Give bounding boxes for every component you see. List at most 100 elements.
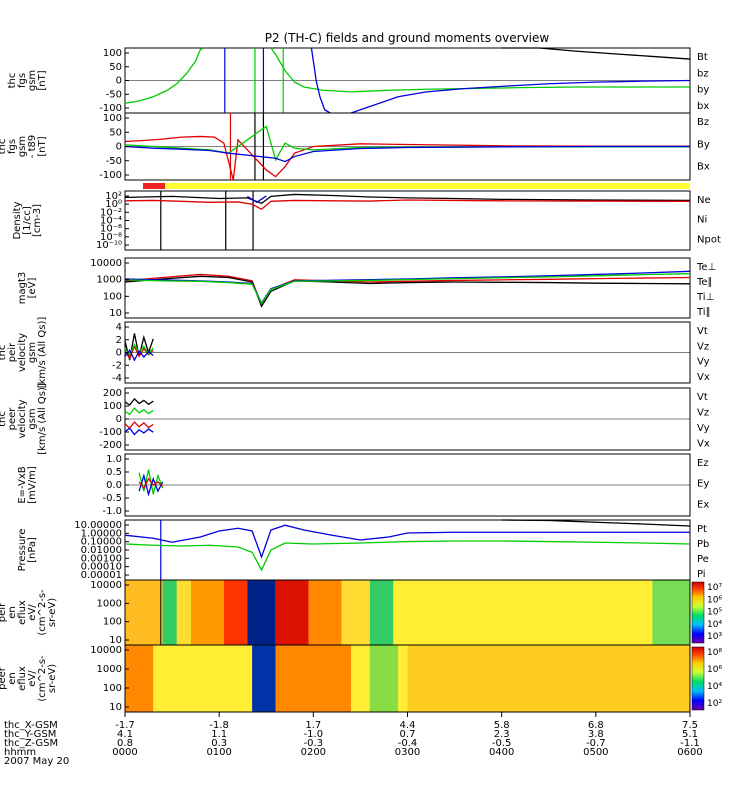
legend-entry-Vy: Vy (697, 423, 710, 434)
legend-entry-Bx: Bx (697, 162, 710, 173)
y-tick-label: 1.00000 (81, 528, 122, 539)
y-axis-label-line: en (7, 606, 18, 619)
legend-entry-Ni: Ni (697, 215, 707, 226)
colorbar-tick-label: 10⁵ (707, 608, 722, 618)
colorbar-tick-label: 10⁴ (707, 620, 722, 630)
y-axis-label-line: - t89 (27, 135, 38, 158)
legend-entry-Bt: Bt (697, 52, 708, 63)
panel-frame (124, 257, 691, 319)
panel-fgs-t89: 100 50 0 -50 -100 thc fgs gsm - t89 [nT] Bz By Bx (0, 112, 710, 181)
y-tick-label: -50 (106, 156, 122, 167)
y-axis-label-line: [nT] (37, 136, 48, 156)
x-tick-label-time: 0600 (677, 747, 702, 758)
y-tick-label: 10⁻² (100, 207, 122, 218)
y-tick-label: -0.5 (102, 493, 122, 504)
y-axis-label-line: eV/ (27, 670, 38, 687)
spectrogram-band (407, 645, 690, 712)
series-Vy (124, 343, 154, 357)
x-tick-label-x: 5.8 (494, 720, 510, 731)
legend-entry-Pe: Pe (697, 554, 709, 565)
y-tick-label: 100 (103, 683, 122, 694)
legend-entry-Te⊥: Te⊥ (696, 262, 716, 273)
status-bar (143, 183, 690, 189)
y-tick-label: 0.00001 (81, 570, 122, 581)
y-tick-label: 1000 (97, 598, 122, 609)
y-axis-label-line: [km/s (All Qs)] (37, 383, 48, 455)
panel-peer-spec: 10⁸ 10⁶ 10⁴ 10² 10000 1000 100 10 thcpeereneflux… (0, 644, 722, 713)
legend-entry-Npot: Npot (697, 234, 721, 245)
colorbar-tick-label: 10⁷ (707, 583, 722, 593)
y-axis-label-line: peir (0, 602, 8, 622)
y-axis-label: thcpeerenefluxeV/(cm^2-s-sr-eV) (0, 655, 58, 702)
legend-entry-Vz: Vz (697, 408, 709, 419)
y-tick-label: -2 (112, 360, 122, 371)
y-tick-label: 0.0 (106, 480, 122, 491)
y-tick-label: 10² (105, 191, 122, 202)
y-axis-label-line: gsm (17, 136, 28, 157)
series-Pe (124, 540, 691, 572)
y-axis-label-line: gsm (27, 408, 38, 429)
y-axis-label-line: sr-eV) (47, 598, 58, 627)
legend-entry-Ne: Ne (697, 195, 711, 206)
y-tick-label: -4 (112, 373, 122, 384)
y-axis-label: thc peer velocity gsm [km/s (All Qs)] (0, 383, 48, 455)
x-tick-label-time: 0300 (395, 747, 420, 758)
spectrogram-band (162, 580, 177, 645)
y-tick-label: 10⁻⁸ (100, 232, 122, 243)
y-axis-label: thc fgs gsm [nT] (7, 70, 48, 91)
y-axis-label-line: (cm^2-s- (37, 589, 48, 636)
x-tick-label-z: -1.1 (680, 738, 700, 749)
panel-fgs: 100 50 0 -50 -100 thc fgs gsm [nT] Bt bz by bx (7, 47, 709, 114)
y-tick-label: 10 (109, 308, 122, 319)
series-Vy (124, 407, 154, 416)
spectrogram-band (247, 580, 276, 645)
y-tick-label: 100 (103, 401, 122, 412)
series-Ti∥ (124, 273, 691, 305)
x-tick-label-y: 2.3 (494, 729, 510, 740)
spectrogram-band (275, 580, 309, 645)
y-tick-label: 0.5 (106, 467, 122, 478)
x-axis-row-label: thc_Z-GSM (4, 738, 58, 749)
spectrogram-band (275, 645, 351, 712)
y-axis-label: Density [1/cc] [cm-3] (12, 201, 43, 239)
panel-peir-velocity: 4 2 0-2 -4 thc peir velocity gsm [km/s (All Qs)]… (0, 317, 710, 389)
legend-entry-Ex: Ex (697, 499, 709, 510)
spectrogram-band (369, 645, 399, 712)
status-bar-red (143, 183, 165, 189)
panel-pressure: 10.000001.000000.100000.010000.001000.00… (17, 519, 709, 581)
y-axis-label-line: peir (7, 342, 18, 362)
spectrogram-band (125, 580, 163, 645)
x-tick-label-y: 1.1 (211, 729, 227, 740)
y-axis-label: E=-VxB [mV/m] (17, 466, 38, 504)
legend-entry-Vx: Vx (697, 439, 710, 450)
y-axis-label-line: Density (12, 201, 23, 239)
legend-entry-By: By (697, 139, 710, 150)
panel-peer-velocity: 200 100 0 -100 -200 thc peer velocity gsm [km/s (… (0, 383, 710, 455)
panel-peir-spec: 10⁷ 10⁶ 10⁵ 10⁴ 10³ 10000 1000 100 10 thcpeirenef… (0, 579, 722, 646)
series-by (270, 47, 690, 93)
y-axis-label-line: velocity (17, 399, 28, 438)
y-axis-label-line: eV/ (27, 604, 38, 621)
legend-entry-Ey: Ey (697, 479, 709, 490)
y-tick-label: 100 (103, 291, 122, 302)
y-tick-label: -1.0 (102, 506, 122, 517)
series-Bt (501, 47, 691, 60)
x-tick-label-z: 0.8 (117, 738, 133, 749)
y-tick-label: 0.00010 (81, 562, 122, 573)
colorbar (691, 646, 705, 711)
x-tick-label-time: 0000 (112, 747, 137, 758)
series-Vx (124, 427, 154, 436)
y-axis-label: thc fgs gsm - t89 [nT] (0, 135, 48, 158)
series-Vt (124, 397, 154, 406)
y-axis-label-line: [nPa] (27, 537, 38, 563)
y-tick-label: 10 (109, 702, 122, 713)
y-tick-label: 1000 (97, 275, 122, 286)
x-tick-label-y: 3.8 (588, 729, 604, 740)
y-tick-label: 10⁻⁶ (100, 224, 122, 235)
spectrogram-band (153, 645, 253, 712)
y-axis-label-line: thc (0, 411, 8, 427)
x-axis-row-label: thc_Y-GSM (4, 729, 56, 740)
y-tick-label: 0 (116, 142, 122, 153)
y-axis-label-line: peer (0, 666, 8, 690)
